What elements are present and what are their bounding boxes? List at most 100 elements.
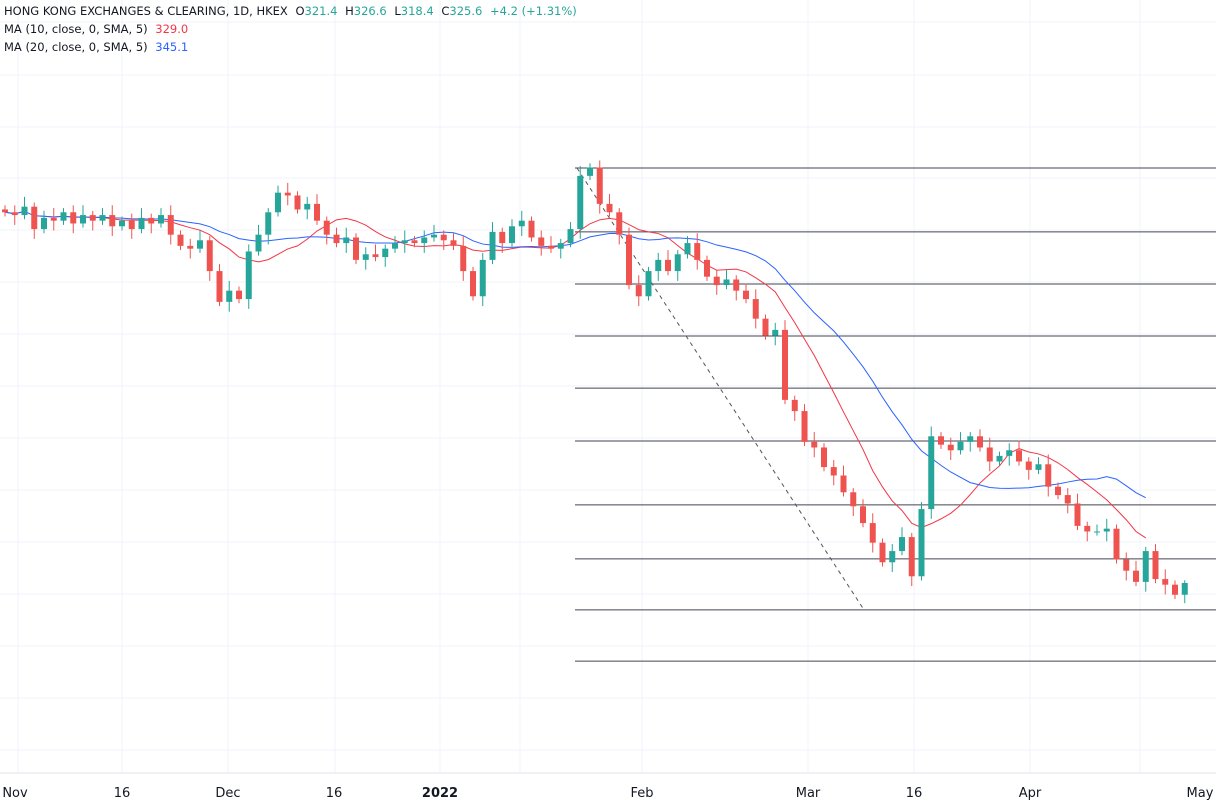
candle-body — [401, 240, 408, 244]
candle — [821, 443, 827, 472]
candle — [791, 395, 798, 421]
candle — [236, 286, 242, 304]
candle-body — [470, 271, 476, 297]
candle-body — [752, 299, 759, 319]
candle — [1016, 440, 1022, 466]
candle — [362, 247, 369, 270]
time-axis-label: Feb — [630, 786, 653, 801]
open-label: O — [295, 4, 305, 18]
candle-body — [782, 329, 788, 400]
candle-body — [830, 467, 837, 476]
candle-body — [1016, 450, 1022, 462]
ma20-legend[interactable]: MA (20, close, 0, SMA, 5) 345.1 — [4, 40, 192, 54]
candle-body — [1064, 495, 1071, 504]
candle — [1142, 546, 1149, 592]
candle-body — [167, 215, 174, 235]
candle-body — [70, 212, 77, 224]
candle-body — [158, 215, 164, 224]
candle — [957, 432, 964, 455]
candle — [392, 236, 398, 253]
candle — [1045, 454, 1052, 497]
candle-body — [109, 215, 116, 227]
time-axis-label: 2022 — [422, 786, 458, 801]
candle — [158, 208, 164, 228]
candle — [431, 224, 437, 242]
candle — [528, 216, 535, 242]
candle — [557, 238, 564, 259]
candle-body — [119, 220, 125, 227]
candle — [606, 194, 613, 217]
candle-body — [21, 206, 28, 216]
candle — [567, 222, 574, 248]
candle-body — [60, 212, 67, 221]
candle-body — [275, 192, 281, 213]
candle-body — [245, 251, 252, 300]
candle — [762, 314, 769, 340]
candle-body — [626, 234, 632, 286]
time-axis-label: Mar — [796, 786, 821, 801]
candle-body — [977, 436, 983, 448]
change-value: +4.2 (+1.31%) — [490, 4, 577, 18]
candle — [343, 227, 350, 253]
low-label: L — [394, 4, 401, 18]
candle — [1074, 493, 1081, 531]
candle — [986, 437, 993, 472]
candle — [996, 451, 1003, 466]
horizontal-levels[interactable] — [575, 167, 1216, 662]
candle — [538, 230, 545, 256]
symbol-legend[interactable]: HONG KONG EXCHANGES & CLEARING, 1D, HKEX… — [4, 4, 581, 18]
time-axis-label: Nov — [2, 786, 28, 801]
moving-averages — [4, 210, 1147, 539]
ma10-legend[interactable]: MA (10, close, 0, SMA, 5) 329.0 — [4, 22, 192, 36]
ma20-value: 345.1 — [155, 40, 189, 54]
candle-body — [304, 203, 311, 210]
time-axis-label: May — [1187, 786, 1214, 801]
candle — [1035, 457, 1042, 475]
low-value: 318.4 — [400, 4, 434, 18]
candle-body — [421, 237, 428, 244]
candles — [2, 160, 1188, 604]
candle — [947, 437, 954, 461]
candle-body — [333, 234, 340, 244]
candle — [704, 255, 710, 281]
ma10-line — [4, 210, 1147, 539]
candle-body — [50, 217, 57, 221]
candle-body — [411, 240, 418, 244]
close-label: C — [441, 4, 450, 18]
candle-body — [1142, 551, 1149, 582]
candle-body — [801, 411, 808, 442]
candle — [411, 236, 418, 248]
candle-body — [382, 248, 389, 258]
time-axis[interactable]: Nov 16 Dec 16 2022 Feb Mar 16 Apr May — [2, 786, 1213, 801]
candle — [733, 275, 740, 301]
candle-body — [850, 492, 857, 507]
candle — [187, 238, 194, 259]
candle — [977, 429, 983, 452]
open-value: 321.4 — [304, 4, 338, 18]
candle-body — [489, 231, 496, 260]
candle-body — [479, 259, 486, 297]
candle-body — [538, 237, 545, 246]
candle-body — [694, 243, 701, 260]
close-value: 325.6 — [449, 4, 483, 18]
candle-body — [879, 542, 886, 563]
candle — [509, 219, 515, 248]
candle — [89, 210, 96, 231]
time-axis-label: 16 — [326, 786, 343, 801]
candle — [460, 236, 467, 281]
candle — [275, 185, 281, 217]
candle — [616, 208, 623, 245]
candle-body — [772, 329, 779, 336]
candle-body — [1045, 464, 1052, 487]
candle-body — [440, 234, 447, 241]
high-label: H — [345, 4, 354, 18]
candle — [489, 222, 496, 265]
candle-body — [362, 254, 369, 260]
ma20-label: MA (20, close, 0, SMA, 5) — [4, 40, 148, 54]
candle — [31, 202, 38, 239]
candle — [479, 252, 486, 307]
candle-body — [216, 271, 223, 302]
candle-body — [860, 506, 866, 524]
candle — [323, 216, 330, 245]
